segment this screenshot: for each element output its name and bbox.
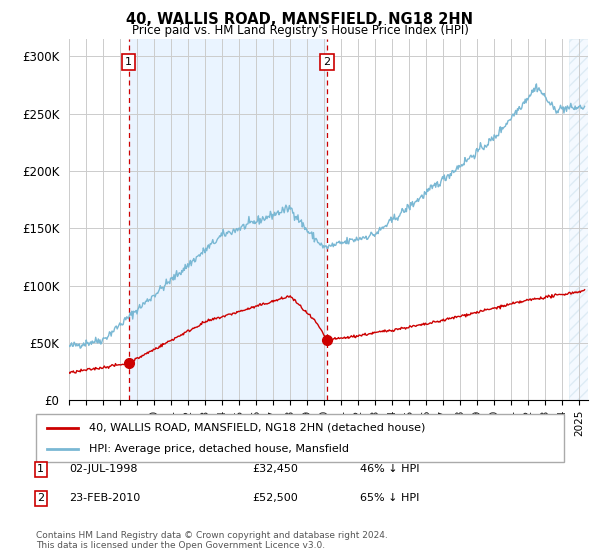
Text: HPI: Average price, detached house, Mansfield: HPI: Average price, detached house, Mans…	[89, 444, 349, 454]
Text: £32,450: £32,450	[252, 464, 298, 474]
Text: £52,500: £52,500	[252, 493, 298, 503]
Bar	[569, 39, 588, 400]
Text: 2: 2	[37, 493, 44, 503]
Text: 1: 1	[125, 57, 132, 67]
Text: 65% ↓ HPI: 65% ↓ HPI	[360, 493, 419, 503]
FancyBboxPatch shape	[36, 414, 564, 462]
Text: 40, WALLIS ROAD, MANSFIELD, NG18 2HN (detached house): 40, WALLIS ROAD, MANSFIELD, NG18 2HN (de…	[89, 423, 425, 433]
Bar	[128, 39, 327, 400]
Text: 40, WALLIS ROAD, MANSFIELD, NG18 2HN: 40, WALLIS ROAD, MANSFIELD, NG18 2HN	[127, 12, 473, 27]
Text: 1: 1	[37, 464, 44, 474]
Text: 46% ↓ HPI: 46% ↓ HPI	[360, 464, 419, 474]
Text: Price paid vs. HM Land Registry's House Price Index (HPI): Price paid vs. HM Land Registry's House …	[131, 24, 469, 36]
Text: 02-JUL-1998: 02-JUL-1998	[69, 464, 137, 474]
Text: 2: 2	[323, 57, 331, 67]
Text: Contains HM Land Registry data © Crown copyright and database right 2024.
This d: Contains HM Land Registry data © Crown c…	[36, 530, 388, 550]
Text: 23-FEB-2010: 23-FEB-2010	[69, 493, 140, 503]
